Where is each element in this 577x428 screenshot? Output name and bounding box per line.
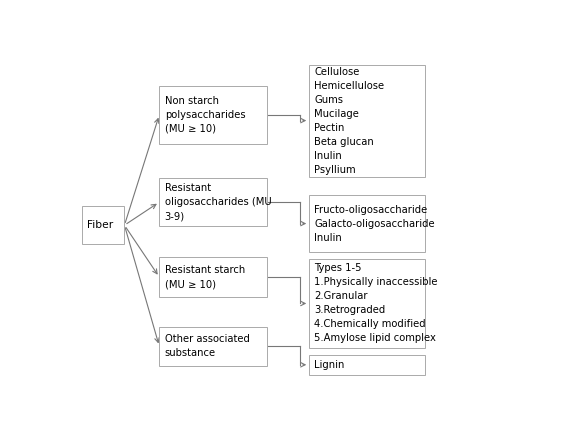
FancyBboxPatch shape (309, 195, 425, 253)
FancyBboxPatch shape (159, 327, 267, 366)
FancyBboxPatch shape (309, 354, 425, 375)
FancyBboxPatch shape (159, 257, 267, 297)
Text: Resistant starch
(MU ≥ 10): Resistant starch (MU ≥ 10) (164, 265, 245, 289)
Text: Cellulose
Hemicellulose
Gums
Mucilage
Pectin
Beta glucan
Inulin
Psyllium: Cellulose Hemicellulose Gums Mucilage Pe… (314, 67, 385, 175)
FancyBboxPatch shape (82, 206, 125, 244)
Text: Fiber: Fiber (87, 220, 114, 230)
FancyBboxPatch shape (159, 178, 267, 226)
Text: Resistant
oligosaccharides (MU
3-9): Resistant oligosaccharides (MU 3-9) (164, 183, 271, 221)
Text: Fructo-oligosaccharide
Galacto-oligosaccharide
Inulin: Fructo-oligosaccharide Galacto-oligosacc… (314, 205, 435, 243)
Text: Non starch
polysaccharides
(MU ≥ 10): Non starch polysaccharides (MU ≥ 10) (164, 96, 245, 134)
FancyBboxPatch shape (309, 65, 425, 177)
FancyBboxPatch shape (309, 259, 425, 348)
Text: Lignin: Lignin (314, 360, 345, 370)
FancyBboxPatch shape (159, 86, 267, 144)
Text: Types 1-5
1.Physically inaccessible
2.Granular
3.Retrograded
4.Chemically modifi: Types 1-5 1.Physically inaccessible 2.Gr… (314, 264, 438, 344)
Text: Other associated
substance: Other associated substance (164, 334, 250, 358)
